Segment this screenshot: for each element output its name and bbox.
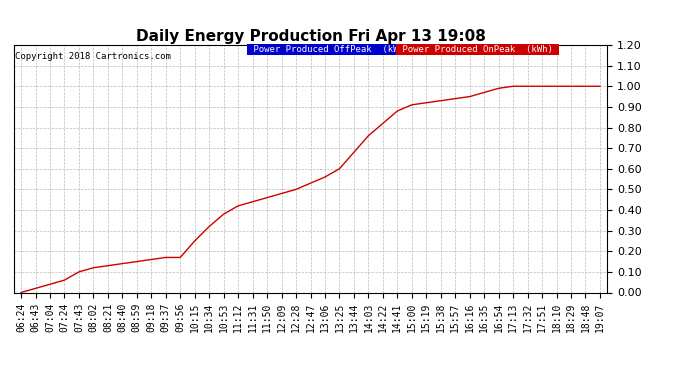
Title: Daily Energy Production Fri Apr 13 19:08: Daily Energy Production Fri Apr 13 19:08 bbox=[135, 29, 486, 44]
Text: Power Produced OnPeak  (kWh): Power Produced OnPeak (kWh) bbox=[397, 45, 558, 54]
Text: Power Produced OffPeak  (kWh): Power Produced OffPeak (kWh) bbox=[248, 45, 415, 54]
Text: Copyright 2018 Cartronics.com: Copyright 2018 Cartronics.com bbox=[15, 53, 171, 62]
